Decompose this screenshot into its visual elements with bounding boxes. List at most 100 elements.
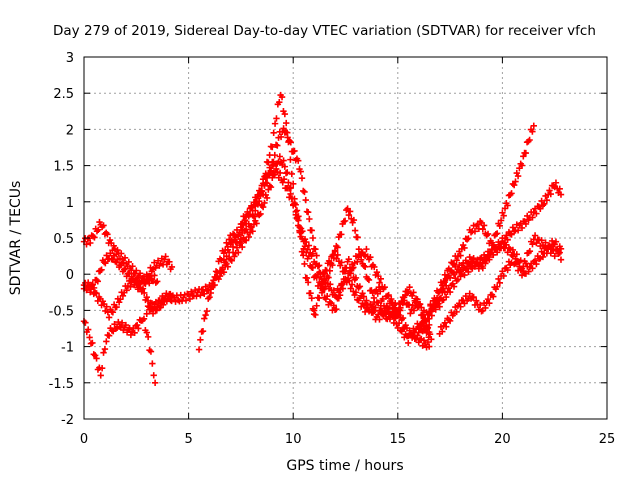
data-point <box>473 297 480 304</box>
data-point <box>197 336 204 343</box>
data-point <box>408 292 416 300</box>
data-point <box>303 249 310 256</box>
data-point <box>117 296 124 303</box>
data-point <box>284 129 291 136</box>
data-point <box>249 228 256 235</box>
data-point <box>307 290 314 297</box>
data-point <box>280 125 287 132</box>
data-point <box>484 230 492 238</box>
data-point <box>433 299 441 306</box>
data-point <box>327 281 334 288</box>
data-point <box>111 321 118 328</box>
data-point <box>466 253 473 261</box>
data-point <box>504 202 511 209</box>
data-point <box>529 241 536 248</box>
data-point <box>465 235 472 242</box>
data-point <box>297 229 305 236</box>
data-point <box>166 258 173 266</box>
data-point <box>273 115 280 122</box>
data-point <box>370 294 378 302</box>
data-point <box>470 293 477 301</box>
data-point <box>552 179 560 186</box>
data-point <box>471 228 479 235</box>
data-point <box>334 244 341 251</box>
y-tick-label: -0.5 <box>49 304 74 319</box>
data-point <box>98 266 105 273</box>
data-point <box>414 304 421 311</box>
data-point <box>339 285 347 292</box>
data-point <box>465 268 472 276</box>
data-point <box>518 162 526 169</box>
data-point <box>224 243 232 250</box>
data-point <box>372 304 379 311</box>
data-point <box>193 292 200 300</box>
data-point <box>513 259 520 266</box>
data-point <box>358 250 365 257</box>
data-point <box>530 122 537 129</box>
data-point <box>244 208 251 216</box>
data-point <box>113 303 120 311</box>
x-tick-label: 5 <box>184 432 192 447</box>
data-point <box>210 282 217 289</box>
data-point <box>267 167 275 174</box>
data-point <box>89 339 96 347</box>
data-point <box>442 323 450 330</box>
data-point <box>315 294 323 302</box>
data-point <box>441 319 449 327</box>
data-point <box>100 349 107 356</box>
data-point <box>557 191 565 198</box>
data-point <box>542 239 549 246</box>
data-point <box>258 188 266 195</box>
data-point <box>313 302 320 309</box>
data-point <box>303 274 311 282</box>
data-point <box>547 190 554 198</box>
data-point <box>357 256 365 263</box>
data-point <box>453 257 460 264</box>
data-point <box>288 195 296 202</box>
data-point <box>270 129 277 137</box>
data-point <box>186 295 194 303</box>
data-point <box>114 255 122 263</box>
data-point <box>290 201 297 208</box>
data-point <box>220 269 228 276</box>
data-point <box>295 217 302 224</box>
data-point <box>343 279 351 286</box>
data-point <box>390 302 398 309</box>
data-point <box>490 251 497 259</box>
data-point <box>522 220 530 228</box>
data-point <box>269 143 276 151</box>
data-point <box>414 296 421 303</box>
data-point <box>276 99 283 106</box>
data-point <box>93 290 100 297</box>
data-point <box>270 158 277 166</box>
data-point <box>493 283 501 290</box>
series-track-m <box>436 237 565 338</box>
data-point <box>474 221 481 228</box>
data-point <box>512 260 519 267</box>
data-point <box>416 323 424 330</box>
data-point <box>407 310 414 317</box>
data-point <box>546 187 553 194</box>
data-point <box>242 226 250 233</box>
data-point <box>287 190 294 198</box>
data-point <box>557 245 565 253</box>
data-point <box>121 254 129 261</box>
data-point <box>546 242 553 250</box>
data-point <box>350 216 358 224</box>
data-point <box>552 238 560 245</box>
data-point <box>301 188 308 196</box>
data-point <box>522 149 530 157</box>
data-point <box>399 314 407 322</box>
data-point <box>105 332 113 339</box>
data-point <box>350 264 357 271</box>
data-point <box>146 346 153 354</box>
data-point <box>520 153 527 160</box>
data-point <box>333 293 340 301</box>
data-point <box>556 185 563 192</box>
data-point <box>82 319 89 326</box>
data-point <box>150 305 157 313</box>
data-point <box>239 227 246 235</box>
data-point <box>533 260 540 268</box>
data-point <box>104 231 111 238</box>
